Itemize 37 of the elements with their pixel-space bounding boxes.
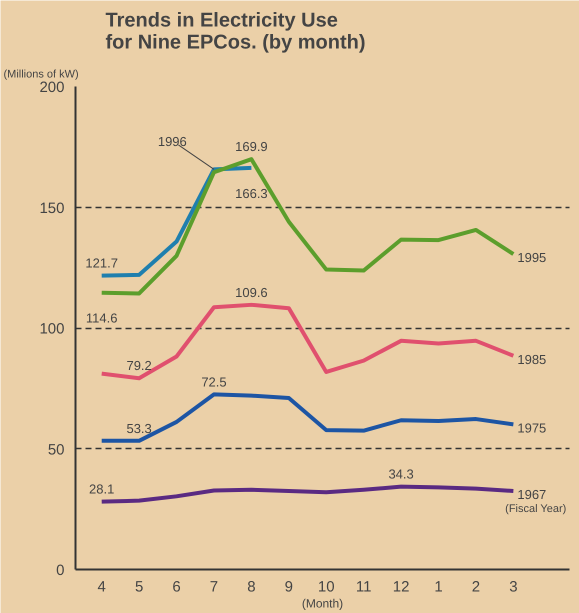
x-tick-label: 10	[318, 578, 335, 596]
text: 1996	[158, 134, 187, 149]
annotation: 166.3	[235, 186, 268, 201]
x-tick-label: 5	[134, 578, 144, 596]
annotation: 28.1	[89, 482, 114, 497]
y-tick-label: 100	[39, 320, 65, 338]
series-label: 1985	[517, 352, 546, 367]
chart-title: Trends in Electricity Use for Nine EPCos. (by month)	[106, 10, 366, 54]
annotation: 114.6	[86, 310, 118, 326]
y-tick-label: 50	[48, 441, 65, 458]
x-tick-label: 1	[434, 578, 443, 596]
x-axis-title: (Month)	[302, 596, 344, 610]
x-tick-label: 7	[210, 578, 218, 596]
series-label: 1967	[517, 487, 546, 502]
x-tick-label: 6	[172, 578, 181, 596]
series-label: 1975	[517, 420, 546, 436]
annotation: 109.6	[235, 284, 268, 300]
annotation: (Fiscal Year)	[505, 503, 566, 516]
y-axis-title: (Millions of kW)	[4, 68, 79, 80]
x-tick-label: 3	[509, 578, 518, 596]
annotation: 34.3	[388, 466, 414, 482]
annotation: 72.5	[201, 374, 227, 390]
annotation: 169.9	[235, 139, 268, 154]
line-series	[100, 392, 516, 443]
x-tick-label: 8	[247, 578, 256, 596]
x-tick-label: 2	[472, 578, 480, 596]
x-tick-label: 11	[356, 578, 372, 596]
x-tick-label: 4	[98, 578, 106, 596]
y-tick-label: 0	[56, 562, 64, 579]
series-label: 1995	[517, 250, 546, 266]
x-tick-label: 12	[392, 578, 410, 596]
y-tick-label: 150	[39, 200, 65, 217]
annotation: 121.7	[85, 256, 118, 271]
y-tick-label: 200	[39, 79, 65, 96]
annotation: 53.3	[126, 420, 152, 436]
annotation: 79.2	[126, 358, 152, 374]
x-tick-label: 9	[284, 578, 293, 596]
